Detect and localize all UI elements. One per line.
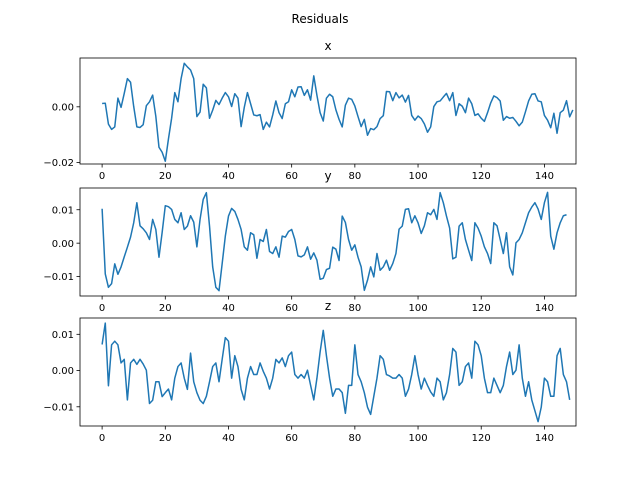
x-tick-label: 40 bbox=[222, 433, 235, 444]
x-tick-label: 20 bbox=[159, 303, 172, 314]
y-tick-label: 0.00 bbox=[52, 102, 74, 113]
x-tick-label: 120 bbox=[472, 303, 491, 314]
x-tick-label: 80 bbox=[348, 433, 361, 444]
subplot-title: y bbox=[324, 169, 331, 183]
x-tick-label: 0 bbox=[99, 303, 105, 314]
x-tick-label: 20 bbox=[159, 433, 172, 444]
series-line-y bbox=[101, 191, 567, 292]
y-tick-label: −0.02 bbox=[43, 158, 74, 169]
y-tick-label: 0.01 bbox=[52, 330, 74, 341]
x-tick-label: 140 bbox=[535, 303, 554, 314]
y-tick-label: 0.00 bbox=[52, 366, 74, 377]
subplot-y: 0 20 40 60 80 100 120 140 −0.01 0.00 0.01 y bbox=[43, 169, 577, 314]
x-tick-label: 120 bbox=[472, 171, 491, 182]
x-tick-label: 20 bbox=[159, 171, 172, 182]
x-tick-label: 100 bbox=[408, 171, 427, 182]
y-tick-label: −0.01 bbox=[43, 402, 74, 413]
x-tick-label: 60 bbox=[285, 171, 298, 182]
axes-frame-x bbox=[79, 57, 577, 165]
figure-suptitle: Residuals bbox=[292, 12, 349, 26]
x-tick-label: 100 bbox=[408, 433, 427, 444]
subplot-panels: 0 20 40 60 80 100 120 140 −0.02 0.00 x 0 20 40 60 80 100… bbox=[43, 39, 577, 444]
subplot-title: z bbox=[325, 299, 331, 313]
x-tick-label: 40 bbox=[222, 303, 235, 314]
x-tick-label: 60 bbox=[285, 303, 298, 314]
x-tick-label: 40 bbox=[222, 171, 235, 182]
x-tick-label: 120 bbox=[472, 433, 491, 444]
series-line-x bbox=[102, 62, 574, 162]
x-tick-label: 140 bbox=[535, 171, 554, 182]
x-tick-label: 0 bbox=[99, 433, 105, 444]
y-tick-label: 0.00 bbox=[52, 239, 74, 250]
y-tick-label: −0.01 bbox=[43, 272, 74, 283]
series-line-z bbox=[101, 322, 571, 423]
subplot-x: 0 20 40 60 80 100 120 140 −0.02 0.00 x bbox=[43, 39, 577, 182]
x-tick-label: 0 bbox=[99, 171, 105, 182]
subplot-z: 0 20 40 60 80 100 120 140 −0.01 0.00 0.01 z bbox=[43, 299, 577, 444]
x-tick-label: 80 bbox=[348, 303, 361, 314]
x-tick-label: 140 bbox=[535, 433, 554, 444]
axes-frame-z bbox=[79, 317, 577, 427]
x-tick-label: 80 bbox=[348, 171, 361, 182]
x-tick-label: 60 bbox=[285, 433, 298, 444]
y-tick-label: 0.01 bbox=[52, 205, 74, 216]
axes-frame-y bbox=[79, 187, 577, 297]
x-tick-label: 100 bbox=[408, 303, 427, 314]
subplot-title: x bbox=[324, 39, 331, 53]
